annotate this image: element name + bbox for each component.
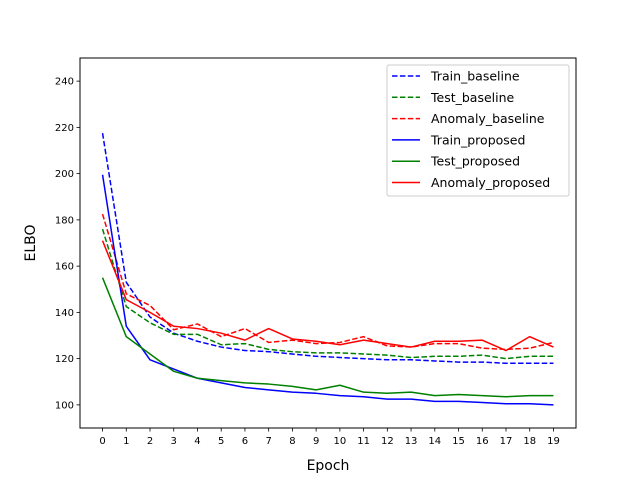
legend-label-4: Train_proposed [430, 132, 525, 147]
x-tick-label: 15 [452, 436, 465, 447]
x-tick-label: 7 [265, 436, 271, 447]
y-tick-label: 220 [55, 123, 74, 134]
x-tick-label: 14 [428, 436, 441, 447]
series-line-2 [101, 228, 554, 360]
x-tick-label: 19 [547, 436, 560, 447]
x-tick-label: 9 [313, 436, 319, 447]
legend-label-3: Anomaly_baseline [431, 111, 545, 126]
x-tick-label: 5 [218, 436, 224, 447]
series-layer [101, 133, 554, 406]
series-line-3 [101, 213, 554, 351]
y-tick-label: 120 [55, 354, 74, 365]
y-tick-label: 200 [55, 169, 74, 180]
x-tick-label: 12 [381, 436, 394, 447]
plot-frame [79, 57, 577, 429]
legend-label-6: Anomaly_proposed [431, 175, 550, 190]
legend-label-1: Train_baseline [430, 69, 520, 84]
y-axis-ticks: 100 120 140 160 180 200 220 240 [55, 77, 80, 411]
x-tick-label: 8 [289, 436, 295, 447]
series-line-1 [101, 133, 554, 364]
x-tick-label: 3 [171, 436, 177, 447]
x-axis-label: Epoch [307, 458, 350, 474]
y-tick-label: 180 [55, 215, 74, 226]
series-line-5 [101, 277, 554, 398]
x-tick-label: 16 [476, 436, 489, 447]
series-line-4 [101, 174, 554, 406]
x-axis-ticks: 0 1 2 3 4 5 6 7 8 9 10 11 12 13 14 15 16 17 18 19 [99, 428, 560, 447]
x-tick-label: 11 [357, 436, 370, 447]
y-tick-label: 140 [55, 308, 74, 319]
legend-label-2: Test_baseline [430, 90, 515, 105]
x-tick-label: 18 [523, 436, 536, 447]
legend-box [386, 64, 570, 197]
x-tick-label: 1 [123, 436, 129, 447]
x-tick-label: 6 [242, 436, 248, 447]
legend: Train_baseline Test_baseline Anomaly_basel… [386, 64, 570, 197]
x-tick-label: 10 [333, 436, 346, 447]
series-line-6 [101, 240, 554, 352]
x-tick-label: 4 [194, 436, 200, 447]
legend-label-5: Test_proposed [430, 154, 520, 169]
x-tick-label: 2 [147, 436, 153, 447]
x-tick-label: 13 [405, 436, 418, 447]
x-tick-label: 0 [99, 436, 105, 447]
y-tick-label: 240 [55, 77, 74, 88]
y-tick-label: 160 [55, 262, 74, 273]
y-axis-label: ELBO [23, 224, 39, 261]
y-tick-label: 100 [55, 400, 74, 411]
x-tick-label: 17 [500, 436, 513, 447]
